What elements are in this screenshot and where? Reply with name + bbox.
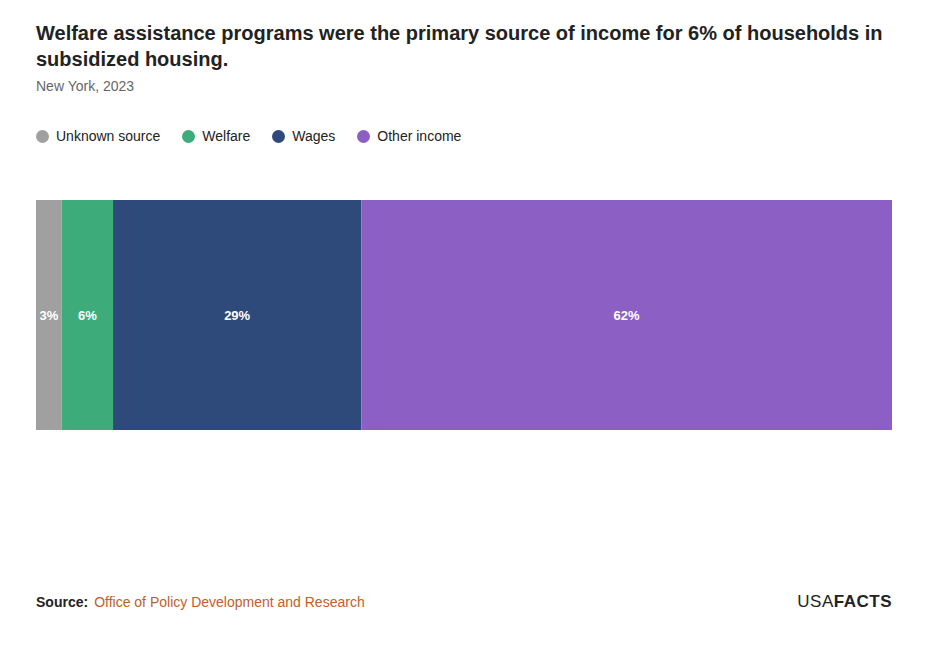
legend-item: Other income <box>357 128 461 144</box>
legend-swatch <box>272 130 285 143</box>
source-text: Office of Policy Development and Researc… <box>94 594 365 610</box>
data-label: 6% <box>78 308 97 323</box>
legend-label: Other income <box>377 128 461 144</box>
legend-item: Unknown source <box>36 128 160 144</box>
bar-segment <box>36 200 62 430</box>
source-label: Source: <box>36 594 88 610</box>
bar-segment <box>361 200 892 430</box>
brand-normal: USA <box>797 592 833 611</box>
brand: USAFACTS <box>797 592 892 612</box>
footer: Source: Office of Policy Development and … <box>36 592 892 612</box>
subtitle: New York, 2023 <box>36 78 134 94</box>
legend-swatch <box>36 130 49 143</box>
chart: 3% 6% 29% 62% <box>0 165 928 495</box>
page: Welfare assistance programs were the pri… <box>0 0 928 661</box>
legend-label: Unknown source <box>56 128 160 144</box>
data-label: 62% <box>614 308 640 323</box>
legend-label: Wages <box>292 128 335 144</box>
data-labels: 3% 6% 29% 62% <box>39 308 640 323</box>
legend-label: Welfare <box>202 128 250 144</box>
title: Welfare assistance programs were the pri… <box>36 20 886 72</box>
legend: Unknown source Welfare Wages Other income <box>36 128 461 144</box>
legend-swatch <box>357 130 370 143</box>
legend-item: Wages <box>272 128 335 144</box>
bar-segment <box>62 200 113 430</box>
data-label: 3% <box>39 308 58 323</box>
brand-bold: FACTS <box>834 592 892 611</box>
legend-item: Welfare <box>182 128 250 144</box>
source: Source: Office of Policy Development and … <box>36 594 365 610</box>
bars <box>36 200 892 430</box>
data-label: 29% <box>224 308 250 323</box>
bar-segment <box>113 200 361 430</box>
legend-swatch <box>182 130 195 143</box>
